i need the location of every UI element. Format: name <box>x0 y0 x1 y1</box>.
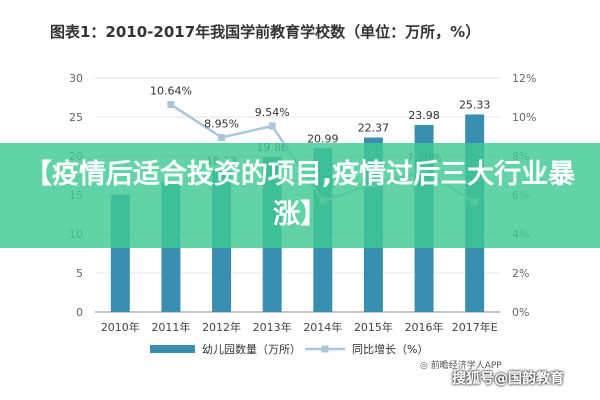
x-tick-label: 2010年 <box>101 320 140 334</box>
x-tick-label: 2014年 <box>303 320 342 334</box>
y-right-tick-label: 0% <box>512 306 529 319</box>
x-tick-label: 2013年 <box>253 320 292 334</box>
chart-title: 图表1：2010-2017年我国学前教育学校数（单位：万所，%） <box>50 23 480 41</box>
bar-data-label: 25.33 <box>459 98 491 111</box>
headline-text: 【疫情后适合投资的项目,疫情过后三大行业暴涨】 <box>24 159 576 230</box>
legend-line-marker <box>321 345 329 353</box>
bar-data-label: 23.98 <box>408 109 440 122</box>
y-left-tick-label: 30 <box>69 72 83 85</box>
legend-line-label: 同比增长（%） <box>352 342 428 356</box>
x-tick-label: 2015年 <box>354 320 393 334</box>
x-tick-label: 2017年E <box>452 320 498 334</box>
y-left-tick-label: 5 <box>76 267 83 280</box>
legend-bar-swatch <box>150 345 195 353</box>
y-right-tick-label: 2% <box>512 267 529 280</box>
growth-point <box>167 101 175 109</box>
growth-data-label: 8.95% <box>204 117 239 130</box>
legend-bar-label: 幼儿园数量（万所） <box>202 343 301 356</box>
bar-data-label: 20.99 <box>307 132 339 145</box>
x-tick-label: 2012年 <box>202 320 241 334</box>
growth-data-label: 10.64% <box>150 85 192 98</box>
y-left-tick-label: 0 <box>76 306 83 319</box>
x-tick-label: 2016年 <box>405 320 444 334</box>
y-right-tick-label: 12% <box>512 72 536 85</box>
growth-point <box>218 133 226 141</box>
x-tick-label: 2011年 <box>151 320 190 334</box>
bar-data-label: 22.37 <box>358 122 390 135</box>
source-label: ◎ 前瞻经济学人APP <box>420 361 502 371</box>
watermark-text: 搜狐号@国韵教育 <box>452 371 564 387</box>
headline-banner: 【疫情后适合投资的项目,疫情过后三大行业暴涨】 <box>0 143 600 248</box>
y-right-tick-label: 10% <box>512 111 536 124</box>
growth-point <box>268 122 276 130</box>
y-left-tick-label: 25 <box>69 111 83 124</box>
growth-data-label: 9.54% <box>255 106 290 119</box>
